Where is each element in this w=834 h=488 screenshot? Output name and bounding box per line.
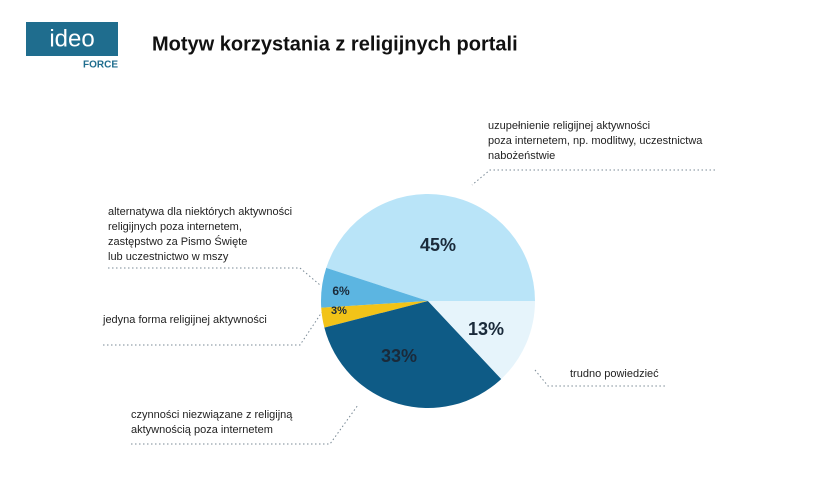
category-label: religijnych poza internetem, (108, 221, 242, 233)
category-label: trudno powiedzieć (570, 368, 659, 380)
pie-slice (321, 301, 428, 328)
value-label: 33% (381, 346, 417, 366)
category-label: jedyna forma religijnej aktywności (102, 314, 267, 326)
value-label: 3% (331, 305, 347, 317)
pie-slice (321, 267, 428, 308)
pie-slice (428, 301, 535, 379)
pie-slice (324, 301, 502, 408)
category-label: nabożeństwie (488, 150, 555, 162)
value-label: 13% (468, 319, 504, 339)
value-label: 6% (332, 284, 350, 298)
leader (534, 369, 665, 387)
category-label: poza internetem, np. modlitwy, uczestnic… (488, 135, 703, 147)
value-label: 45% (420, 235, 456, 255)
leader (471, 169, 715, 186)
logo-name: ideo (49, 25, 94, 52)
category-label: alternatywa dla niektórych aktywności (108, 206, 292, 218)
leader (103, 311, 323, 346)
logo-box (26, 22, 118, 56)
category-label: aktywnością poza internetem (131, 424, 273, 436)
category-label: lub uczestnictwo w mszy (108, 251, 229, 263)
category-label: uzupełnienie religijnej aktywności (488, 120, 650, 132)
chart-title: Motyw korzystania z religijnych portali (152, 33, 518, 55)
logo-sub: FORCE (83, 60, 118, 71)
pie-slice (326, 193, 535, 301)
category-label: zastępstwo za Pismo Święte (108, 235, 247, 248)
leader (108, 267, 321, 286)
category-label: czynności niezwiązane z religijną (131, 409, 293, 421)
